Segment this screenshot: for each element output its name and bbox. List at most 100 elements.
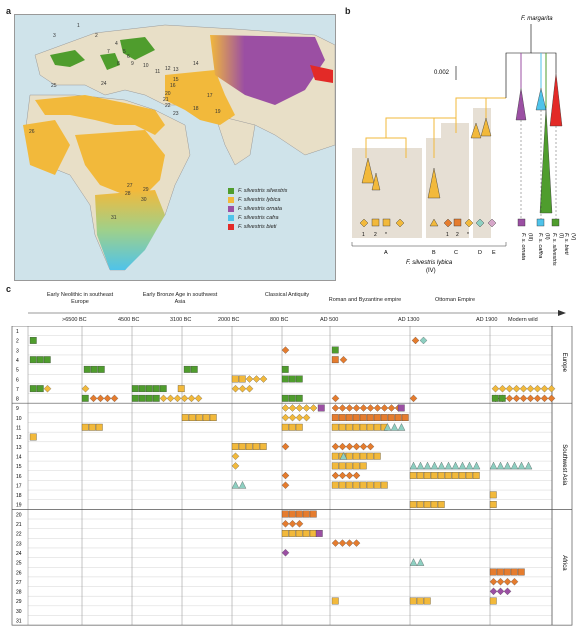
- find-square: [29, 336, 37, 344]
- row-number: 19: [16, 503, 22, 509]
- find-square: [352, 423, 360, 431]
- find-square: [503, 568, 511, 576]
- find-diamond: [338, 442, 347, 451]
- find-diamond: [519, 384, 528, 393]
- find-square: [331, 481, 339, 489]
- find-triangle: [503, 461, 512, 470]
- row-number: 13: [16, 445, 22, 451]
- find-diamond: [187, 394, 196, 403]
- find-diamond: [281, 520, 290, 528]
- find-triangle: [489, 461, 498, 470]
- site-number: 15: [173, 77, 179, 83]
- find-diamond: [547, 384, 556, 393]
- tree-svg: F. margarita 0.002: [351, 16, 576, 274]
- clade-d-box: [473, 108, 491, 238]
- find-square: [359, 462, 367, 470]
- find-diamond: [245, 384, 254, 393]
- lybica-range-west: [23, 120, 70, 175]
- row-number: 4: [16, 358, 19, 364]
- find-triangle: [517, 461, 526, 470]
- find-square: [288, 510, 296, 518]
- find-diamond: [498, 384, 507, 393]
- find-square: [152, 385, 160, 393]
- row-number: 30: [16, 609, 22, 615]
- row-number: 7: [16, 387, 19, 393]
- find-square: [359, 414, 367, 421]
- find-square: [95, 423, 103, 431]
- legend-label: F. silvestris cafra: [238, 214, 279, 221]
- find-diamond: [345, 442, 354, 451]
- find-diamond: [411, 336, 420, 345]
- find-triangle: [231, 481, 240, 489]
- row-number: 21: [16, 522, 22, 528]
- region-label: Africa: [561, 555, 567, 571]
- find-square: [331, 462, 339, 470]
- svg-text:2: 2: [456, 232, 459, 238]
- silvestris-range-3: [100, 53, 120, 70]
- site-number: 1: [77, 23, 80, 29]
- find-square: [510, 568, 518, 576]
- find-diamond: [194, 394, 203, 403]
- find-diamond: [281, 442, 290, 451]
- find-square: [491, 394, 499, 402]
- date-label: Modern wild: [508, 317, 538, 323]
- row-number: 2: [16, 339, 19, 345]
- find-square: [331, 356, 339, 364]
- find-square: [238, 443, 246, 450]
- find-square: [430, 472, 438, 479]
- find-diamond: [281, 413, 290, 422]
- site-number: 18: [193, 106, 199, 112]
- find-triangle: [510, 461, 519, 470]
- find-diamond: [352, 442, 361, 451]
- find-diamond: [419, 336, 428, 345]
- find-diamond: [489, 577, 498, 586]
- legend-row: F. silvestris bieti: [228, 222, 287, 231]
- date-label: 800 BC: [270, 317, 289, 323]
- find-square: [259, 443, 267, 450]
- era-label: Ottoman Empire: [434, 297, 476, 303]
- site-number: 9: [131, 61, 134, 67]
- legend-label: F. silvestris bieti: [238, 223, 277, 230]
- silvestris-range: [50, 50, 85, 67]
- find-triangle: [383, 423, 392, 431]
- find-square: [302, 510, 310, 518]
- find-square: [451, 472, 459, 479]
- find-diamond: [245, 375, 254, 383]
- find-square: [409, 597, 417, 605]
- lybica-range-south: [75, 130, 165, 195]
- clade-triangle: [480, 117, 492, 137]
- find-diamond: [519, 394, 528, 403]
- region-label: Southwest Asia: [561, 444, 567, 486]
- find-square: [345, 462, 353, 470]
- svg-text:F. s. bieti: F. s. bieti: [563, 233, 569, 255]
- svg-text:2: 2: [374, 232, 377, 238]
- find-square: [489, 597, 497, 605]
- era-label: Early Bronze Age in southwest Asia: [142, 292, 218, 305]
- site-number: 4: [115, 41, 118, 47]
- find-square: [281, 529, 289, 537]
- find-square: [29, 356, 37, 364]
- find-square: [29, 385, 37, 393]
- find-square: [295, 375, 303, 383]
- find-square: [159, 385, 167, 393]
- grid-frame: [11, 326, 573, 626]
- svg-text:B: B: [432, 250, 436, 256]
- clade-triangle: [427, 167, 441, 199]
- find-square: [281, 510, 289, 518]
- find-diamond: [512, 394, 521, 403]
- find-diamond: [231, 452, 240, 460]
- find-diamond: [540, 394, 549, 403]
- find-diamond: [96, 394, 105, 403]
- site-number: 6: [127, 54, 130, 60]
- find-diamond: [43, 384, 52, 393]
- site-number: 28: [125, 191, 131, 197]
- find-triangle: [472, 461, 481, 470]
- find-square: [489, 491, 497, 499]
- row-number: 25: [16, 561, 22, 567]
- site-number: 16: [170, 83, 176, 89]
- find-diamond: [331, 442, 340, 451]
- find-diamond: [533, 384, 542, 393]
- cafra-range: [95, 190, 165, 270]
- lybica-label: F. silvestris lybica: [406, 260, 453, 266]
- find-square: [458, 472, 466, 479]
